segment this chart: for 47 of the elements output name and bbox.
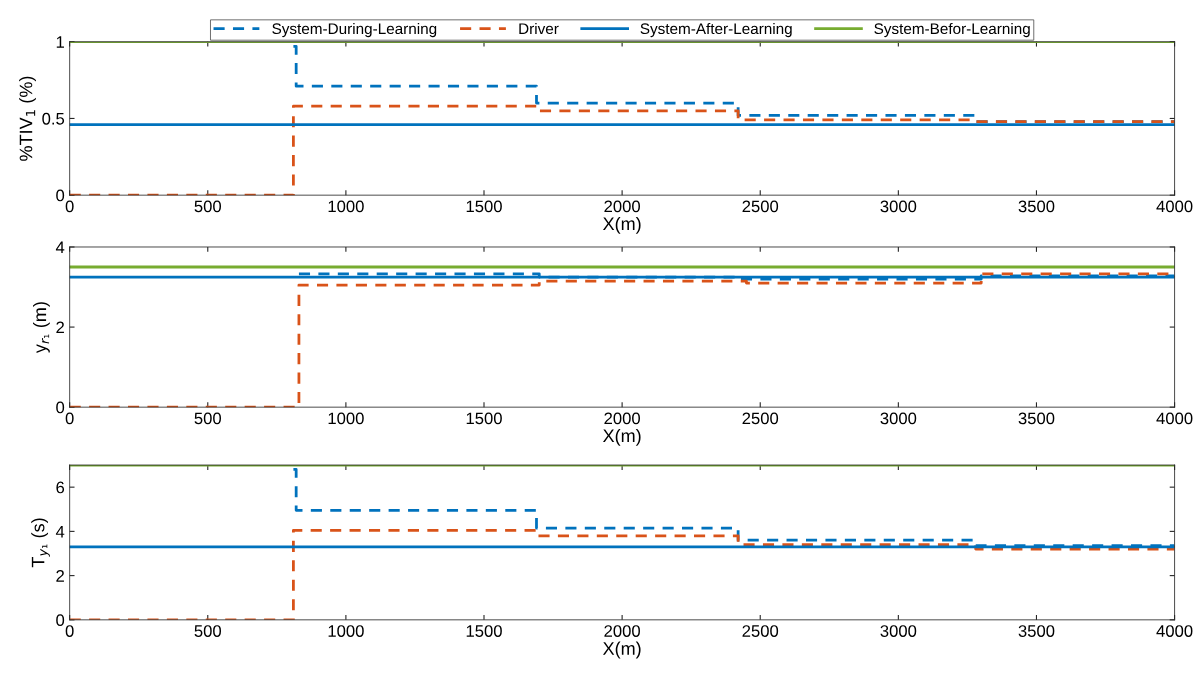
y-tick-label: 4 xyxy=(55,241,65,254)
y-tick-label: 0.5 xyxy=(42,112,65,125)
y-tick-label: 1 xyxy=(56,36,64,48)
x-tick-label: 3500 xyxy=(1018,200,1055,213)
x-tick-label: 3500 xyxy=(1018,412,1055,425)
x-tick-label: 2000 xyxy=(604,200,641,213)
x-tick-label: 1500 xyxy=(466,412,502,425)
y-axis-title: y$_{r₁}$ (m) xyxy=(33,302,50,354)
x-axis-title: X(m) xyxy=(602,216,641,234)
x-tick-label: 500 xyxy=(194,412,222,425)
y-tick-label: 2 xyxy=(56,321,64,334)
x-axis-title: X(m) xyxy=(602,641,641,659)
legend-label: System-After-Learning xyxy=(640,22,792,38)
x-tick-label: 500 xyxy=(194,200,222,213)
x-tick-label: 4000 xyxy=(1156,412,1193,425)
legend-label: Driver xyxy=(519,22,559,35)
x-tick-label: 1000 xyxy=(328,200,364,213)
y-axis-title: %TIV$_{1}$ (%) xyxy=(19,76,36,161)
x-tick-label: 2000 xyxy=(604,412,641,425)
x-tick-label: 2500 xyxy=(742,625,779,637)
legend-label: System-During-Learning xyxy=(272,22,437,38)
x-tick-label: 0 xyxy=(65,625,74,637)
x-tick-label: 1500 xyxy=(466,625,502,637)
x-tick-label: 2500 xyxy=(742,200,779,213)
y-tick-label: 4 xyxy=(55,525,65,538)
x-tick-label: 1000 xyxy=(328,625,364,637)
y-tick-label: 2 xyxy=(56,570,64,582)
x-tick-label: 3000 xyxy=(880,625,917,637)
x-tick-label: 3000 xyxy=(880,200,917,213)
x-tick-label: 2500 xyxy=(742,412,779,425)
y-tick-label: 6 xyxy=(56,481,65,494)
y-tick-label: 0 xyxy=(56,189,65,202)
x-tick-label: 3500 xyxy=(1018,625,1055,637)
x-tick-label: 1500 xyxy=(466,200,502,213)
x-tick-label: 3000 xyxy=(880,412,917,425)
x-axis-title: X(m) xyxy=(602,428,641,446)
y-tick-label: 0 xyxy=(56,614,65,627)
x-tick-label: 4000 xyxy=(1156,625,1193,637)
y-tick-label: 0 xyxy=(56,401,65,414)
x-tick-label: 0 xyxy=(65,200,74,213)
x-tick-label: 2000 xyxy=(604,625,641,637)
y-axis-title: T$_{y₁}$ (s) xyxy=(31,518,50,568)
x-tick-label: 4000 xyxy=(1156,200,1193,213)
x-tick-label: 0 xyxy=(65,412,74,425)
x-tick-label: 500 xyxy=(194,625,222,637)
x-tick-label: 1000 xyxy=(328,412,364,425)
legend-label: System-Befor-Learning xyxy=(874,22,1030,38)
